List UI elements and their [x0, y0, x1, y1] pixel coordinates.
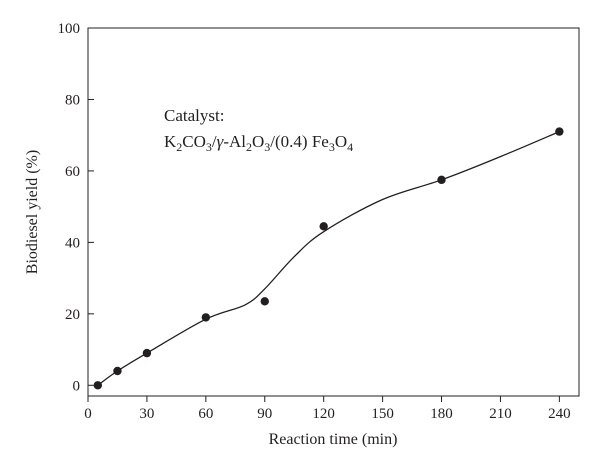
y-tick-label: 60	[65, 164, 80, 180]
y-tick-label: 100	[58, 21, 81, 37]
y-axis-ticks: 0 20 40 60 80 100	[58, 21, 94, 394]
annotation-catalyst-label: Catalyst:	[164, 106, 224, 125]
x-tick-label: 150	[371, 406, 394, 422]
y-tick-label: 20	[65, 307, 80, 323]
data-point	[93, 381, 103, 390]
data-point	[142, 348, 152, 358]
x-tick-label: 120	[312, 406, 335, 422]
x-tick-label: 210	[489, 406, 512, 422]
data-point	[260, 297, 269, 306]
y-axis-title: Biodiesel yield (%)	[24, 150, 41, 274]
x-axis-title: Reaction time (min)	[269, 431, 398, 448]
x-tick-label: 60	[198, 406, 213, 422]
y-tick-label: 80	[65, 92, 80, 108]
y-tick-label: 40	[65, 235, 80, 251]
annotation-catalyst-formula: K2CO3/γ-Al2O3/(0.4) Fe3O4	[164, 132, 353, 154]
x-tick-label: 240	[548, 406, 571, 422]
x-tick-label: 0	[84, 406, 92, 422]
plot-frame	[87, 27, 580, 397]
x-tick-label: 30	[139, 406, 154, 422]
x-axis-ticks: 0 30 60 90 120 150 180 210 240	[84, 396, 571, 422]
fit-curve	[97, 131, 560, 386]
data-point	[437, 175, 446, 185]
data-point	[319, 222, 328, 231]
x-tick-label: 90	[257, 406, 272, 422]
data-points	[93, 127, 564, 390]
data-point	[201, 313, 211, 322]
data-point	[555, 127, 564, 136]
x-tick-label: 180	[430, 406, 453, 422]
data-point	[113, 366, 122, 376]
y-tick-label: 0	[73, 378, 81, 394]
